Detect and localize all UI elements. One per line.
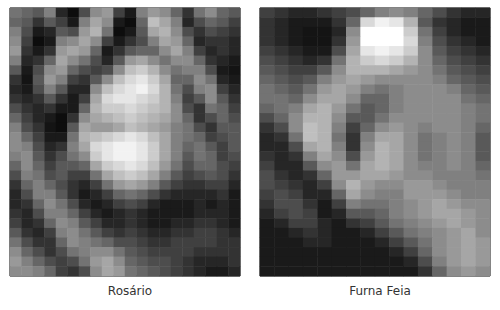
- svg-text:Rosário: Rosário: [108, 284, 152, 298]
- svg-text:Furna Feia: Furna Feia: [349, 284, 411, 298]
